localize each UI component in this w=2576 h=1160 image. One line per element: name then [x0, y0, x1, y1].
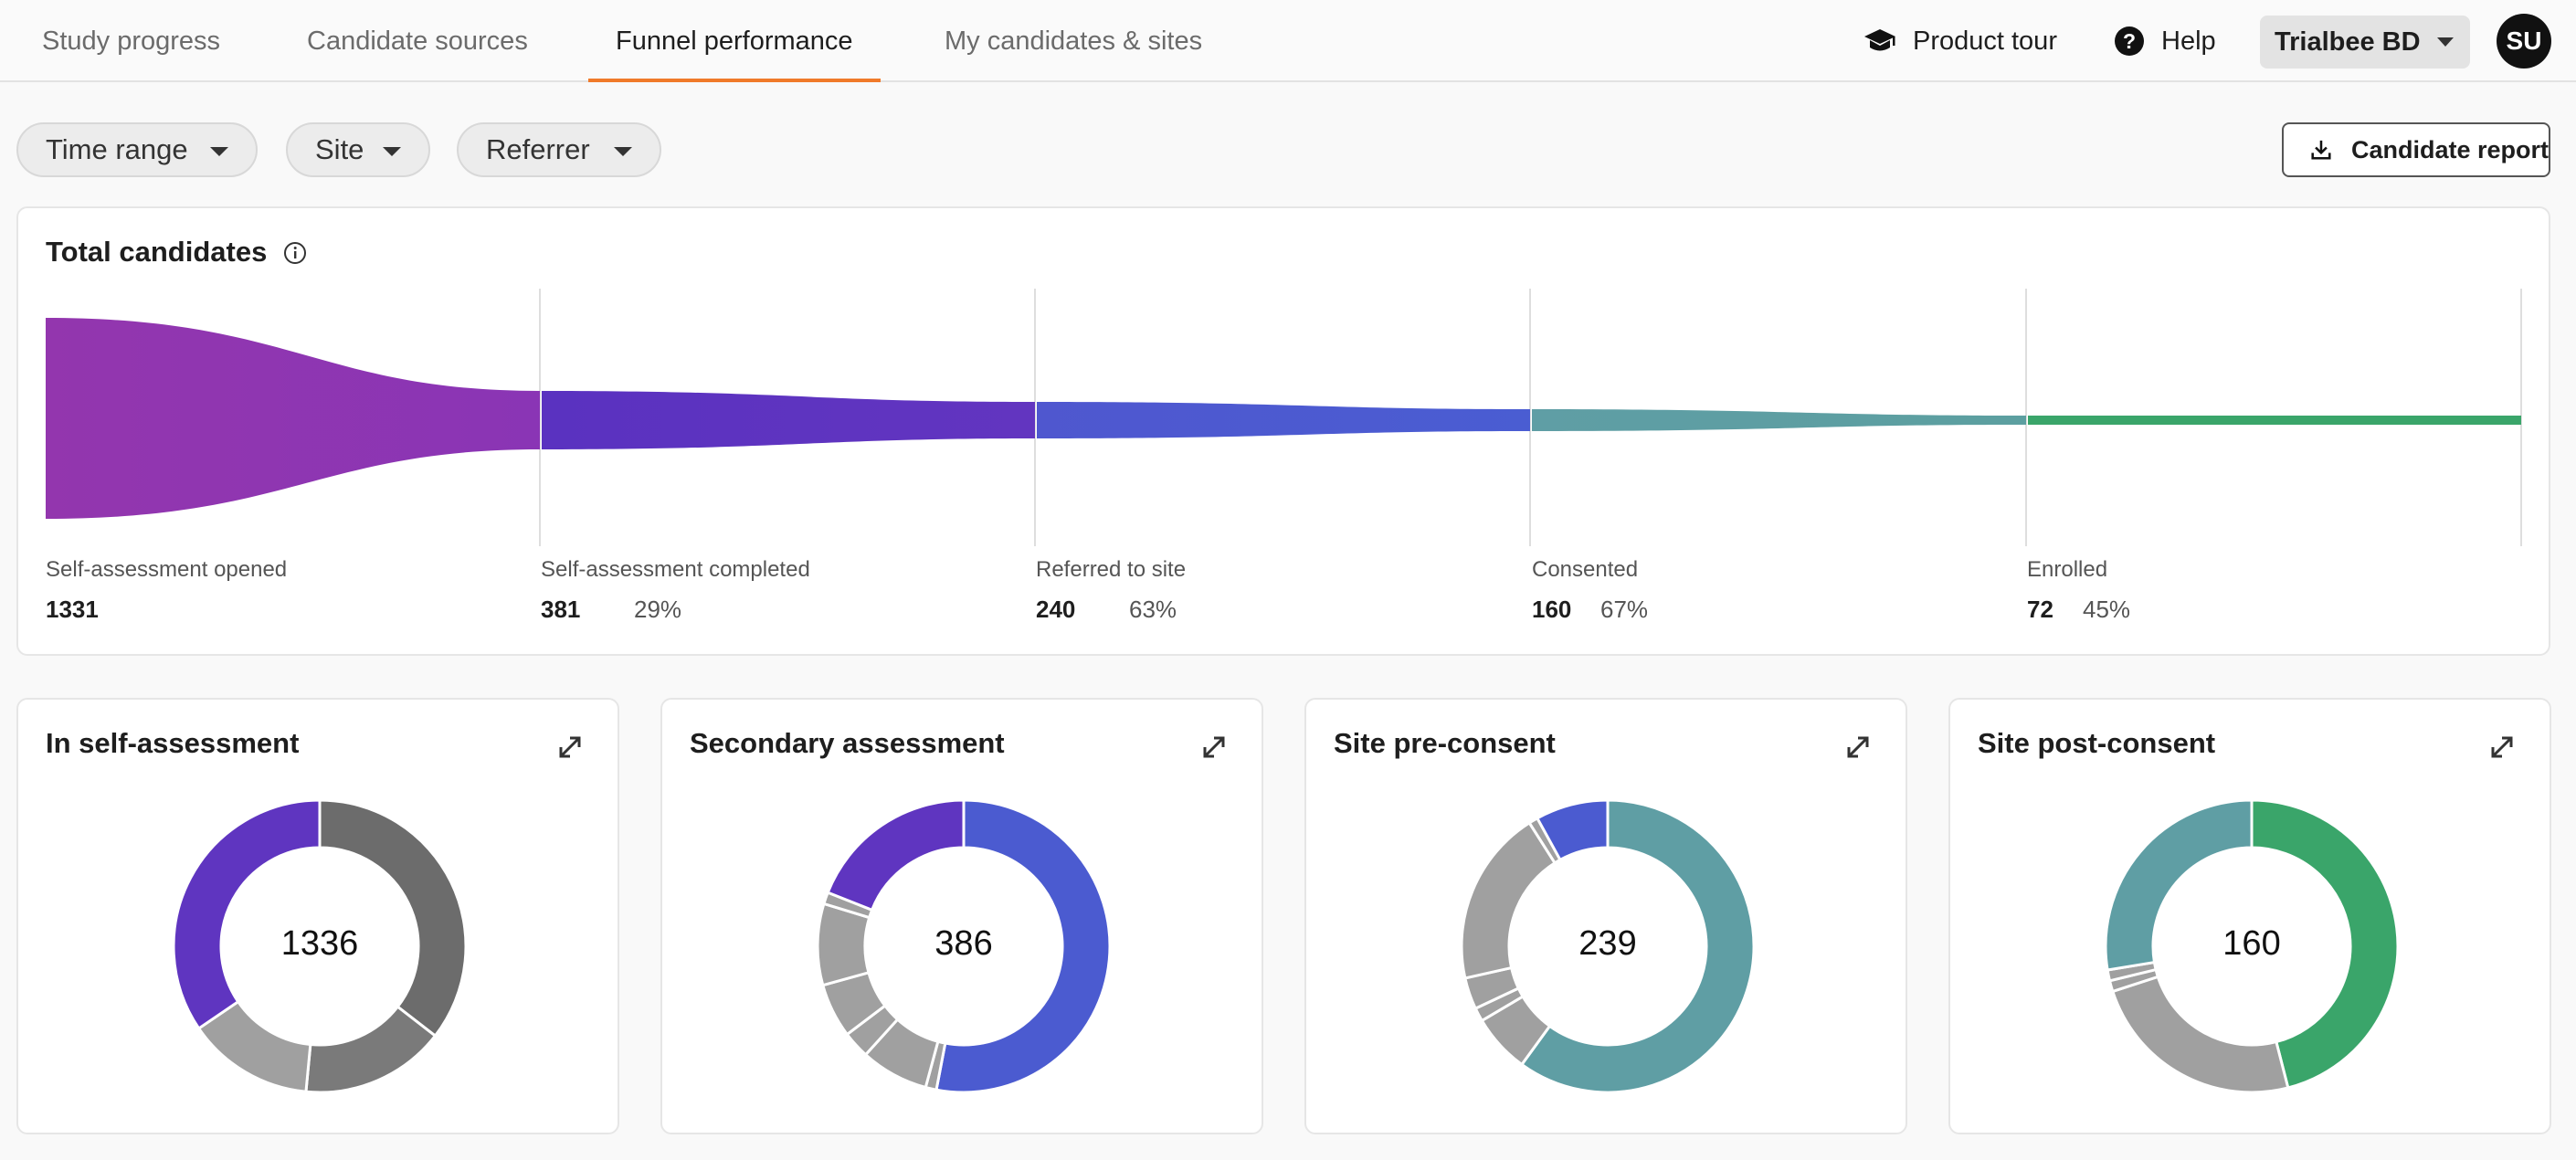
- product-tour-label: Product tour: [1913, 26, 2057, 56]
- stage-pct-referred-to-site: 63%: [1129, 596, 1177, 623]
- donut-segment[interactable]: [2110, 975, 2290, 1094]
- donut-total: 160: [2222, 924, 2281, 963]
- help-label: Help: [2161, 26, 2216, 56]
- donut-total: 239: [1578, 924, 1637, 963]
- svg-text:?: ?: [2123, 29, 2136, 53]
- stage-count-enrolled: 72: [2027, 596, 2053, 623]
- funnel-title: Total candidates: [46, 236, 268, 268]
- graduation-cap-icon: [1864, 29, 1895, 51]
- expand-icon[interactable]: [2489, 734, 2515, 760]
- stage-label-self-assessment-opened: Self-assessment opened: [46, 557, 288, 582]
- funnel-card: Total candidates Self-assessment opened …: [16, 206, 2550, 656]
- donut-segment[interactable]: [1519, 798, 1756, 1094]
- time-range-filter[interactable]: Time range: [16, 122, 258, 177]
- stage-pct-consented: 67%: [1600, 596, 1649, 623]
- donut-total: 1336: [280, 924, 359, 963]
- donut-segment[interactable]: [826, 798, 966, 912]
- org-select[interactable]: Trialbee BD: [2260, 16, 2470, 69]
- expand-icon[interactable]: [1845, 734, 1871, 760]
- product-tour-button[interactable]: Product tour: [1863, 0, 2057, 82]
- funnel-segment-consented: [1532, 409, 2026, 431]
- donut-segment[interactable]: [2104, 798, 2254, 972]
- expand-icon[interactable]: [557, 734, 583, 760]
- referrer-label: Referrer: [486, 133, 590, 165]
- donut-chart: [1460, 798, 1756, 1094]
- time-range-label: Time range: [46, 133, 188, 165]
- stage-pct-enrolled: 45%: [2083, 596, 2131, 623]
- candidate-report-button[interactable]: Candidate report: [2282, 122, 2550, 177]
- funnel-segment-enrolled: [2028, 416, 2521, 425]
- stage-label-self-assessment-completed: Self-assessment completed: [541, 557, 810, 582]
- stage-count-self-assessment-completed: 381: [541, 596, 581, 623]
- org-select-value: Trialbee BD: [2275, 26, 2421, 57]
- donut-segment[interactable]: [304, 1005, 438, 1094]
- stage-label-referred-to-site: Referred to site: [1036, 557, 1187, 582]
- caret-down-icon: [2437, 37, 2454, 47]
- download-icon: [2311, 140, 2331, 160]
- donut-segment[interactable]: [318, 798, 468, 1039]
- help-icon: ?: [2115, 26, 2144, 56]
- stage-count-consented: 160: [1532, 596, 1572, 623]
- stage-label-consented: Consented: [1532, 557, 1639, 582]
- tab-my-candidates-sites[interactable]: My candidates & sites: [945, 26, 1203, 56]
- donut-segment[interactable]: [1535, 798, 1610, 862]
- donut-title: Secondary assessment: [690, 727, 1005, 759]
- donut-card-site-pre-consent: Site pre-consent 239: [1304, 698, 1907, 1134]
- donut-segment[interactable]: [2250, 798, 2400, 1090]
- candidate-report-label: Candidate report: [2350, 135, 2549, 163]
- donut-card-secondary-assessment: Secondary assessment 386: [660, 698, 1263, 1134]
- help-button[interactable]: ? Help: [2114, 0, 2216, 82]
- tab-candidate-sources[interactable]: Candidate sources: [307, 26, 528, 56]
- funnel-chart: [46, 289, 2522, 546]
- top-nav: Study progress Candidate sources Funnel …: [0, 0, 2576, 82]
- referrer-filter[interactable]: Referrer: [457, 122, 661, 177]
- donut-card-in-self-assessment: In self-assessment 1336: [16, 698, 619, 1134]
- donut-total: 386: [934, 924, 993, 963]
- tab-funnel-performance[interactable]: Funnel performance: [588, 0, 881, 82]
- funnel-segment-self-assessment-opened: [46, 318, 540, 519]
- site-label: Site: [315, 133, 364, 165]
- expand-icon[interactable]: [1201, 734, 1227, 760]
- donut-chart: [816, 798, 1112, 1094]
- funnel-segment-self-assessment-completed: [542, 391, 1035, 449]
- caret-down-icon: [383, 147, 401, 156]
- donut-chart: [2104, 798, 2400, 1094]
- info-icon[interactable]: [283, 241, 307, 265]
- donut-title: In self-assessment: [46, 727, 300, 759]
- site-filter[interactable]: Site: [286, 122, 430, 177]
- tab-study-progress[interactable]: Study progress: [42, 26, 221, 56]
- funnel-segment-referred-to-site: [1037, 402, 1530, 438]
- donut-segment[interactable]: [934, 798, 1112, 1094]
- caret-down-icon: [210, 147, 228, 156]
- avatar[interactable]: SU: [2497, 14, 2551, 69]
- stage-count-referred-to-site: 240: [1036, 596, 1076, 623]
- stage-count-self-assessment-opened: 1331: [46, 596, 99, 623]
- donut-chart: [172, 798, 468, 1094]
- stage-pct-self-assessment-completed: 29%: [634, 596, 682, 623]
- donut-title: Site post-consent: [1978, 727, 2216, 759]
- caret-down-icon: [614, 147, 632, 156]
- donut-card-site-post-consent: Site post-consent 160: [1948, 698, 2551, 1134]
- donut-segment[interactable]: [172, 798, 322, 1031]
- donut-title: Site pre-consent: [1334, 727, 1556, 759]
- stage-label-enrolled: Enrolled: [2027, 557, 2108, 582]
